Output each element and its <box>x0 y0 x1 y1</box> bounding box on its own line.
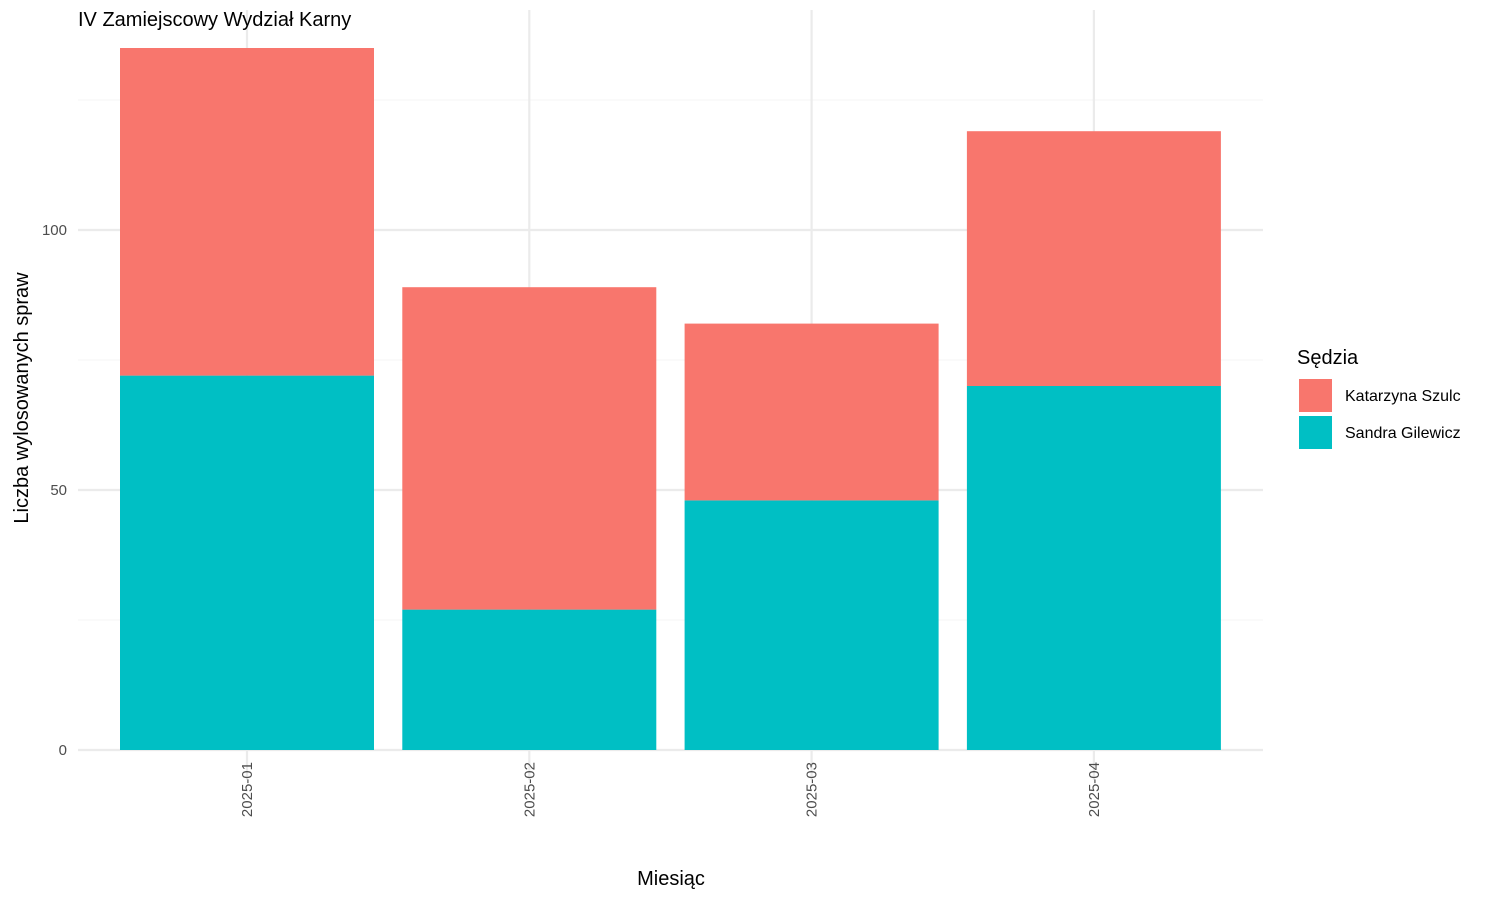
bar-segment-sandra-gilewicz-2025-04 <box>966 386 1221 750</box>
y-tick-label: 0 <box>59 742 67 759</box>
legend-title: Sędzia <box>1297 347 1359 369</box>
legend-key <box>1299 379 1332 412</box>
legend: Sędzia Katarzyna Szulc Sandra Gilewicz <box>1297 347 1461 449</box>
bar-segment-katarzyna-szulc-2025-04 <box>966 131 1221 386</box>
x-axis-title: Miesiąc <box>637 868 705 890</box>
bar-segment-katarzyna-szulc-2025-03 <box>684 323 939 501</box>
x-tick-label: 2025-03 <box>804 762 821 817</box>
legend-key <box>1299 416 1332 449</box>
x-tick-label: 2025-02 <box>521 762 538 817</box>
bar-segment-sandra-gilewicz-2025-02 <box>402 609 657 750</box>
ticks-layer: 0 50 100 2025-01 2025-02 2025-03 2025-04 <box>42 222 1103 817</box>
bars-layer <box>120 48 1221 750</box>
bar-segment-katarzyna-szulc-2025-02 <box>402 287 657 610</box>
y-tick-label: 100 <box>42 222 67 239</box>
bar-segment-sandra-gilewicz-2025-03 <box>684 500 939 750</box>
legend-label: Katarzyna Szulc <box>1345 388 1461 405</box>
legend-items: Katarzyna Szulc Sandra Gilewicz <box>1299 379 1461 449</box>
x-tick-label: 2025-04 <box>1086 762 1103 817</box>
bar-segment-sandra-gilewicz-2025-01 <box>120 375 374 750</box>
chart-title: IV Zamiejscowy Wydział Karny <box>78 9 351 31</box>
legend-label: Sandra Gilewicz <box>1345 425 1461 442</box>
y-tick-label: 50 <box>50 482 67 499</box>
x-tick-label: 2025-01 <box>239 762 256 817</box>
y-axis-title: Liczba wylosowanych spraw <box>11 272 33 524</box>
bar-segment-katarzyna-szulc-2025-01 <box>120 48 374 376</box>
